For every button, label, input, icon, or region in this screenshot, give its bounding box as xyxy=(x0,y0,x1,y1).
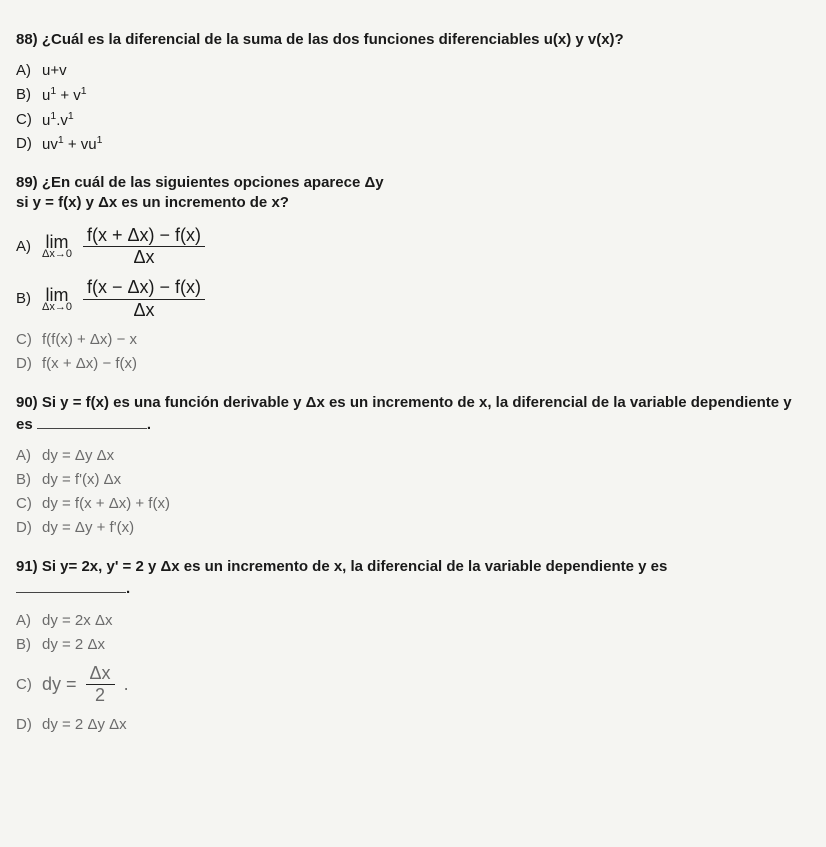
q90-header-post: . xyxy=(147,416,151,433)
option-body: dy = Δy + f'(x) xyxy=(42,518,134,538)
q90-option-a: A) dy = Δy Δx xyxy=(16,445,810,467)
q89-option-c: C) f(f(x) + Δx) − x xyxy=(16,329,810,351)
q88-option-d: D) uv1 + vu1 xyxy=(16,133,810,155)
fraction: f(x − Δx) − f(x) Δx xyxy=(83,278,205,321)
fraction-denominator: 2 xyxy=(86,684,115,706)
q91-options: A) dy = 2x Δx B) dy = 2 Δx C) dy = Δx 2 … xyxy=(16,610,810,737)
q91-option-c: C) dy = Δx 2 . xyxy=(16,662,810,709)
q89-option-a: A) lim Δx→0 f(x + Δx) − f(x) Δx xyxy=(16,224,810,271)
fraction-numerator: f(x + Δx) − f(x) xyxy=(83,226,205,247)
limit: lim Δx→0 xyxy=(42,233,72,260)
option-label: D) xyxy=(16,715,42,735)
option-body: dy = f(x + Δx) + f(x) xyxy=(42,494,170,514)
option-label: D) xyxy=(16,518,42,538)
option-label: A) xyxy=(16,61,42,81)
q91-header: 91) Si y= 2x, y' = 2 y Δx es un incremen… xyxy=(16,557,810,600)
fill-blank xyxy=(16,577,126,593)
option-body: lim Δx→0 f(x + Δx) − f(x) Δx xyxy=(42,224,209,271)
option-label: A) xyxy=(16,237,42,257)
q91-option-b: B) dy = 2 Δx xyxy=(16,634,810,656)
option-body: dy = f'(x) Δx xyxy=(42,470,121,490)
q89-header: 89) ¿En cuál de las siguientes opciones … xyxy=(16,173,810,214)
fraction-numerator: f(x − Δx) − f(x) xyxy=(83,278,205,299)
option-label: C) xyxy=(16,494,42,514)
option-label: B) xyxy=(16,635,42,655)
fraction: Δx 2 xyxy=(86,664,115,707)
q90-header: 90) Si y = f(x) es una función derivable… xyxy=(16,393,810,436)
option-body: uv1 + vu1 xyxy=(42,133,102,155)
q91-option-d: D) dy = 2 Δy Δx xyxy=(16,714,810,736)
option-body: u1.v1 xyxy=(42,109,74,131)
option-label: A) xyxy=(16,446,42,466)
option-body: u1 + v1 xyxy=(42,84,87,106)
q89-header-line1: 89) ¿En cuál de las siguientes opciones … xyxy=(16,173,810,193)
q91-header-post: . xyxy=(126,580,130,597)
fill-blank xyxy=(37,413,147,429)
option-label: D) xyxy=(16,134,42,154)
option-label: A) xyxy=(16,611,42,631)
math-post: . xyxy=(124,674,129,694)
fraction: f(x + Δx) − f(x) Δx xyxy=(83,226,205,269)
math-base: v xyxy=(60,112,68,129)
q90-option-c: C) dy = f(x + Δx) + f(x) xyxy=(16,493,810,515)
math-pre: dy = xyxy=(42,674,82,694)
option-label: C) xyxy=(16,675,42,695)
option-label: C) xyxy=(16,110,42,130)
limit: lim Δx→0 xyxy=(42,286,72,313)
math-exponent: 1 xyxy=(81,85,87,97)
q90-option-d: D) dy = Δy + f'(x) xyxy=(16,517,810,539)
fraction-denominator: Δx xyxy=(83,299,205,321)
fraction-denominator: Δx xyxy=(83,246,205,268)
q90-option-b: B) dy = f'(x) Δx xyxy=(16,469,810,491)
q90-options: A) dy = Δy Δx B) dy = f'(x) Δx C) dy = f… xyxy=(16,445,810,539)
option-body: dy = Δx 2 . xyxy=(42,662,129,709)
q88-option-a: A) u+v xyxy=(16,60,810,82)
option-body: dy = Δy Δx xyxy=(42,446,114,466)
option-label: D) xyxy=(16,354,42,374)
option-body: dy = 2x Δx xyxy=(42,611,112,631)
option-body: f(x + Δx) − f(x) xyxy=(42,354,137,374)
math-exponent: 1 xyxy=(68,110,74,122)
option-label: B) xyxy=(16,85,42,105)
q89-option-d: D) f(x + Δx) − f(x) xyxy=(16,353,810,375)
option-label: C) xyxy=(16,330,42,350)
option-body: f(f(x) + Δx) − x xyxy=(42,330,137,350)
q88-option-b: B) u1 + v1 xyxy=(16,84,810,106)
q89-option-b: B) lim Δx→0 f(x − Δx) − f(x) Δx xyxy=(16,276,810,323)
limit-bottom: Δx→0 xyxy=(42,302,72,313)
math-term: uv xyxy=(42,136,58,153)
q91-option-a: A) dy = 2x Δx xyxy=(16,610,810,632)
q89-options: A) lim Δx→0 f(x + Δx) − f(x) Δx B) lim Δ… xyxy=(16,224,810,375)
limit-bottom: Δx→0 xyxy=(42,249,72,260)
fraction-numerator: Δx xyxy=(86,664,115,685)
q89-header-line2: si y = f(x) y Δx es un incremento de x? xyxy=(16,193,810,213)
math-plus: + xyxy=(64,136,81,153)
option-label: B) xyxy=(16,470,42,490)
q88-option-c: C) u1.v1 xyxy=(16,109,810,131)
option-body: dy = 2 Δy Δx xyxy=(42,715,127,735)
option-body: lim Δx→0 f(x − Δx) − f(x) Δx xyxy=(42,276,209,323)
math-term: vu xyxy=(81,136,97,153)
q88-options: A) u+v B) u1 + v1 C) u1.v1 D) uv1 + vu1 xyxy=(16,60,810,155)
math-base: v xyxy=(73,87,81,104)
math-exponent: 1 xyxy=(97,134,103,146)
q91-header-pre: 91) Si y= 2x, y' = 2 y Δx es un incremen… xyxy=(16,558,667,575)
option-body: dy = 2 Δx xyxy=(42,635,105,655)
math-plus: + xyxy=(56,87,73,104)
option-body: u+v xyxy=(42,61,67,81)
q88-header: 88) ¿Cuál es la diferencial de la suma d… xyxy=(16,30,810,50)
option-label: B) xyxy=(16,289,42,309)
